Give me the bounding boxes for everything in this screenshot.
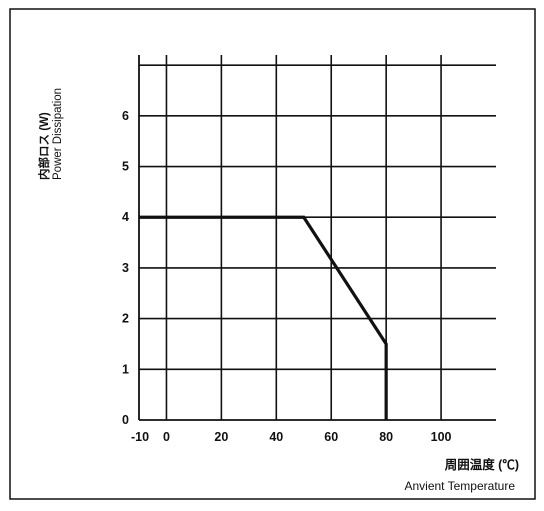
y-tick-label: 2 <box>122 312 129 326</box>
y-tick-label: 0 <box>122 413 129 427</box>
y-axis-title-jp: 内部ロス (W) <box>37 112 51 180</box>
axis-layer <box>138 55 496 421</box>
x-tick-label: 0 <box>163 430 170 444</box>
x-tick-label: 20 <box>214 430 228 444</box>
power-dissipation-line <box>139 215 388 420</box>
y-tick-label: 6 <box>122 109 129 123</box>
y-tick-label: 3 <box>122 261 129 275</box>
x-tick-label: 100 <box>431 430 452 444</box>
grid-layer <box>139 55 496 420</box>
x-tick-label: 60 <box>324 430 338 444</box>
y-tick-label: 1 <box>122 362 129 376</box>
chart-border <box>9 8 536 500</box>
x-tick-label: 40 <box>269 430 283 444</box>
y-tick-label: 5 <box>122 160 129 174</box>
x-tick-label: 80 <box>379 430 393 444</box>
y-axis-title: Power Dissipation <box>52 88 64 180</box>
series-layer <box>139 215 388 420</box>
x-tick-label: -10 <box>131 430 149 444</box>
y-tick-label: 4 <box>122 210 129 224</box>
x-axis-title: Anvient Temperature <box>404 479 515 493</box>
x-axis-title-jp: 周囲温度 (℃) <box>445 457 519 472</box>
